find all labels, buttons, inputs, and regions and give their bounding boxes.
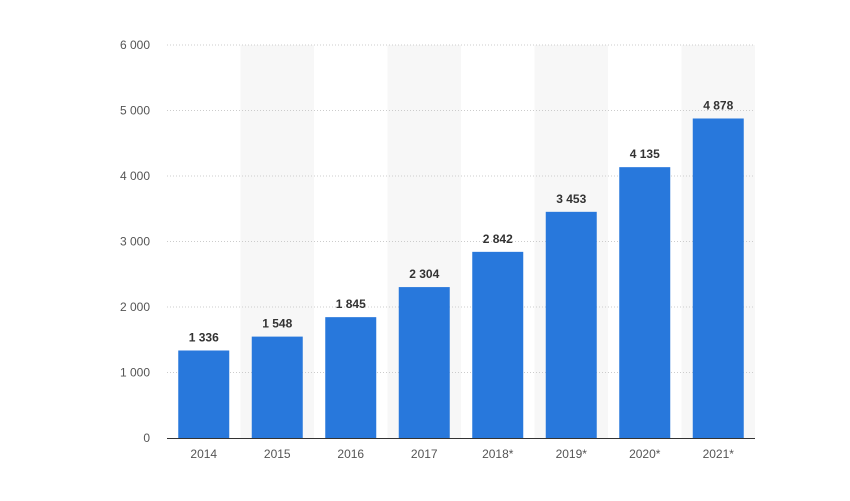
x-tick-label: 2014 bbox=[190, 447, 217, 461]
bar bbox=[472, 251, 524, 438]
bar-value-label: 2 304 bbox=[409, 267, 439, 281]
bar bbox=[398, 287, 450, 438]
y-tick-label: 6 000 bbox=[120, 38, 150, 52]
bar-value-label: 2 842 bbox=[483, 232, 513, 246]
y-tick-label: 5 000 bbox=[120, 104, 150, 118]
bar-value-label: 1 845 bbox=[336, 297, 366, 311]
x-tick-label: 2018* bbox=[482, 447, 514, 461]
y-tick-label: 1 000 bbox=[120, 366, 150, 380]
y-tick-label: 0 bbox=[143, 431, 150, 445]
y-tick-label: 3 000 bbox=[120, 235, 150, 249]
bar-value-labels: 1 336 1 548 1 845 2 304 2 842 3 453 4 135 4 878 bbox=[189, 98, 734, 344]
x-tick-label: 2017 bbox=[411, 447, 438, 461]
bar-value-label: 4 878 bbox=[703, 98, 733, 112]
bar bbox=[545, 211, 597, 438]
bar-value-label: 4 135 bbox=[630, 147, 660, 161]
bar-value-label: 1 548 bbox=[262, 317, 292, 331]
bar-value-label: 3 453 bbox=[556, 192, 586, 206]
x-tick-label: 2016 bbox=[337, 447, 364, 461]
bar bbox=[619, 167, 671, 438]
bar-value-label: 1 336 bbox=[189, 330, 219, 344]
x-tick-label: 2020* bbox=[629, 447, 661, 461]
y-tick-label: 4 000 bbox=[120, 169, 150, 183]
x-axis-tick-labels: 2014 2015 2016 2017 2018* 2019* 2020* 2021* bbox=[190, 447, 734, 461]
x-tick-label: 2019* bbox=[556, 447, 588, 461]
y-tick-label: 2 000 bbox=[120, 300, 150, 314]
bar bbox=[178, 350, 230, 438]
bar bbox=[325, 317, 377, 438]
y-axis-tick-labels: 0 1 000 2 000 3 000 4 000 5 000 6 000 bbox=[120, 38, 150, 445]
bar bbox=[692, 118, 744, 438]
x-tick-label: 2021* bbox=[703, 447, 735, 461]
x-tick-label: 2015 bbox=[264, 447, 291, 461]
bar bbox=[251, 336, 303, 438]
bars bbox=[178, 118, 744, 438]
